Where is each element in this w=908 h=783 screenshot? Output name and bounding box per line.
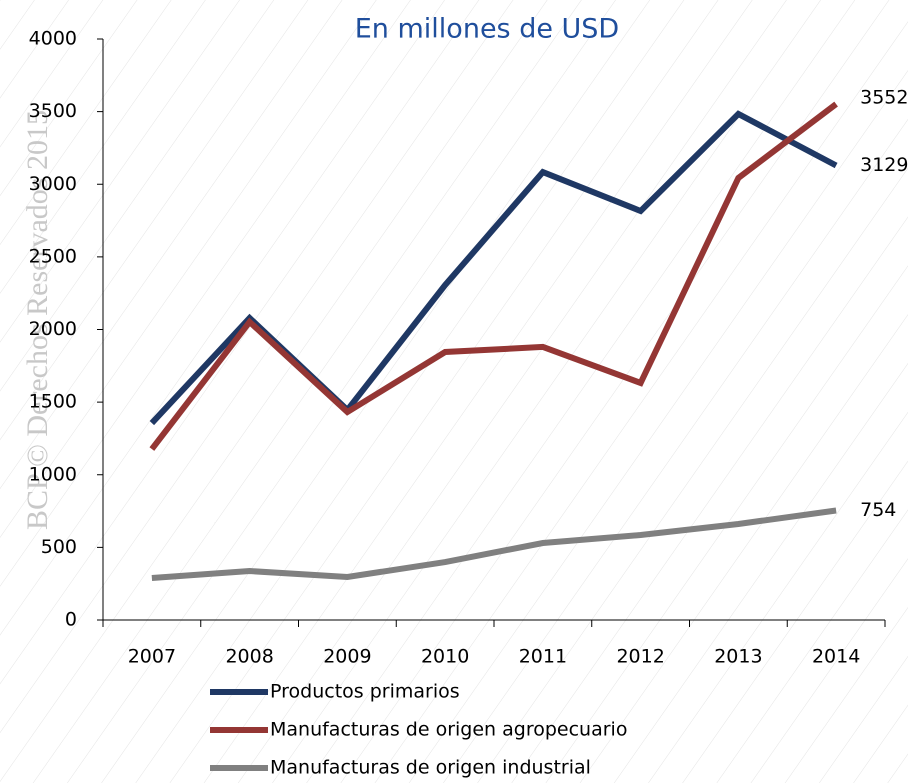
y-tick-label: 2500 bbox=[29, 245, 77, 267]
x-tick-label: 2009 bbox=[323, 646, 371, 668]
legend-label: Productos primarios bbox=[270, 681, 460, 703]
x-tick-label: 2012 bbox=[616, 646, 664, 668]
y-tick-label: 1500 bbox=[29, 391, 77, 413]
x-tick-label: 2013 bbox=[714, 646, 762, 668]
y-tick-label: 0 bbox=[65, 609, 77, 631]
y-tick-label: 1000 bbox=[29, 463, 77, 485]
x-tick-label: 2014 bbox=[812, 646, 860, 668]
y-tick-label: 3000 bbox=[29, 173, 77, 195]
legend-label: Manufacturas de origen agropecuario bbox=[270, 719, 627, 741]
watermark: BCP © Derechos Reservados 2015 bbox=[21, 110, 54, 530]
legend-label: Manufacturas de origen industrial bbox=[270, 757, 591, 779]
x-tick-label: 2007 bbox=[128, 646, 176, 668]
y-tick-label: 3500 bbox=[29, 100, 77, 122]
chart-title: En millones de USD bbox=[355, 14, 619, 45]
data-label: 3552 bbox=[860, 87, 908, 109]
x-tick-label: 2010 bbox=[421, 646, 469, 668]
y-tick-label: 4000 bbox=[29, 28, 77, 50]
y-tick-label: 2000 bbox=[29, 318, 77, 340]
data-label: 3129 bbox=[860, 154, 908, 176]
series-line bbox=[149, 101, 838, 451]
data-label: 754 bbox=[860, 499, 896, 521]
x-tick-label: 2011 bbox=[519, 646, 567, 668]
x-tick-label: 2008 bbox=[225, 646, 273, 668]
series-line bbox=[151, 507, 837, 582]
y-tick-label: 500 bbox=[41, 536, 77, 558]
